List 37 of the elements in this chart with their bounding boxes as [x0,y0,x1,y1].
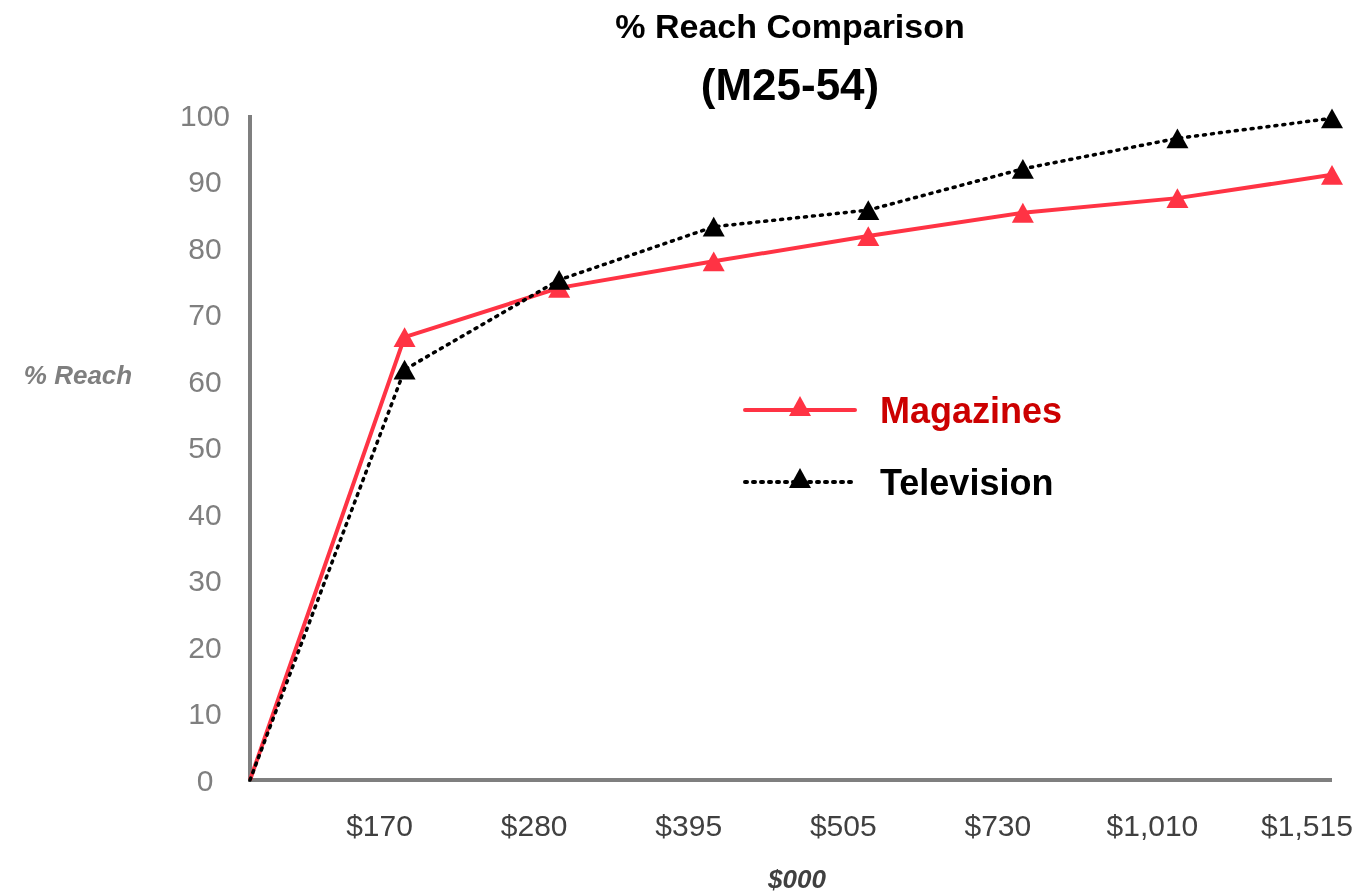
point [702,216,725,237]
x-tick-label: $1,515 [1261,809,1353,842]
y-tick-label: 90 [188,165,222,198]
point [1166,188,1189,209]
x-tick-label: $395 [655,809,723,842]
y-axis-title: % Reach [23,360,133,390]
point [1321,164,1343,185]
legend-label: Magazines [880,389,1063,431]
y-tick-label: 0 [196,763,214,797]
x-axis-title: $000 [767,864,827,892]
y-tick-label: 30 [188,564,222,597]
point [393,327,416,348]
x-tick-label: $170 [346,809,413,842]
point [393,359,416,380]
y-tick-label: 50 [188,431,222,464]
point [1321,108,1343,129]
point [702,251,725,272]
y-tick-label: 60 [188,364,222,398]
point [1011,158,1034,179]
point [548,270,571,290]
point [857,226,880,246]
point [1166,128,1189,149]
x-tick-label: $730 [964,809,1032,842]
y-tick-label: 20 [188,630,222,664]
y-tick-label: 70 [188,298,222,331]
chart-subtitle: (M25-54) [700,60,880,109]
point [857,200,880,220]
y-tick-label: 100 [179,98,231,132]
chart-title: % Reach Comparison [615,7,965,45]
y-tick-label: 40 [188,497,222,531]
x-tick-label: $1,010 [1106,809,1199,842]
x-tick-label: $505 [809,809,877,842]
point [1011,202,1034,223]
y-tick-label: 80 [188,231,222,265]
x-tick-label: $280 [500,809,568,842]
y-tick-label: 10 [188,697,222,730]
legend-label: Television [880,461,1054,503]
